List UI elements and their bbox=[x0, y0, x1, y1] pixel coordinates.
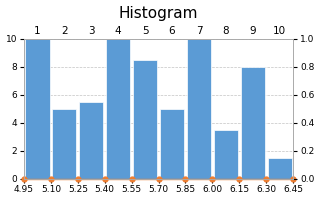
Bar bbox=[106, 39, 130, 178]
Bar bbox=[52, 109, 76, 178]
Bar bbox=[160, 109, 184, 178]
Bar bbox=[214, 130, 238, 178]
Bar bbox=[268, 158, 292, 178]
Bar bbox=[241, 67, 265, 178]
Bar bbox=[187, 39, 211, 178]
Bar bbox=[79, 102, 103, 178]
Title: Histogram: Histogram bbox=[119, 6, 198, 21]
Bar bbox=[133, 60, 157, 178]
Bar bbox=[25, 39, 50, 178]
